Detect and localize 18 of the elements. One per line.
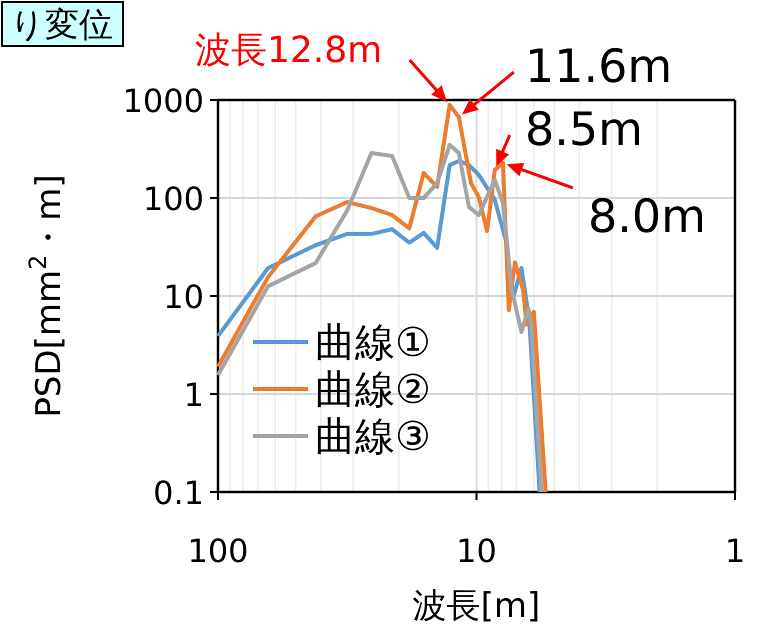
legend-label: 曲線② [315,367,431,413]
y-tick-label: 1 [184,376,204,414]
x-tick-label: 1 [724,532,746,570]
annotation: 11.6m [525,39,672,93]
annotation: 8.0m [588,189,706,243]
x-axis-title: 波長[m] [412,586,540,625]
title: り変位 [1,1,124,47]
x-tick-label: 100 [187,532,249,570]
legend-label: 曲線③ [315,414,431,460]
annotation: 波長12.8m [195,30,382,71]
annotation: 8.5m [525,102,643,156]
y-tick-label: 10 [163,278,204,316]
legend-label: 曲線① [315,320,431,366]
x-tick-label: 10 [456,532,497,570]
y-tick-label: 100 [142,180,204,218]
y-tick-label: 0.1 [153,474,204,512]
y-tick-label: 1000 [122,82,204,120]
chart-title: り変位 [10,5,113,45]
